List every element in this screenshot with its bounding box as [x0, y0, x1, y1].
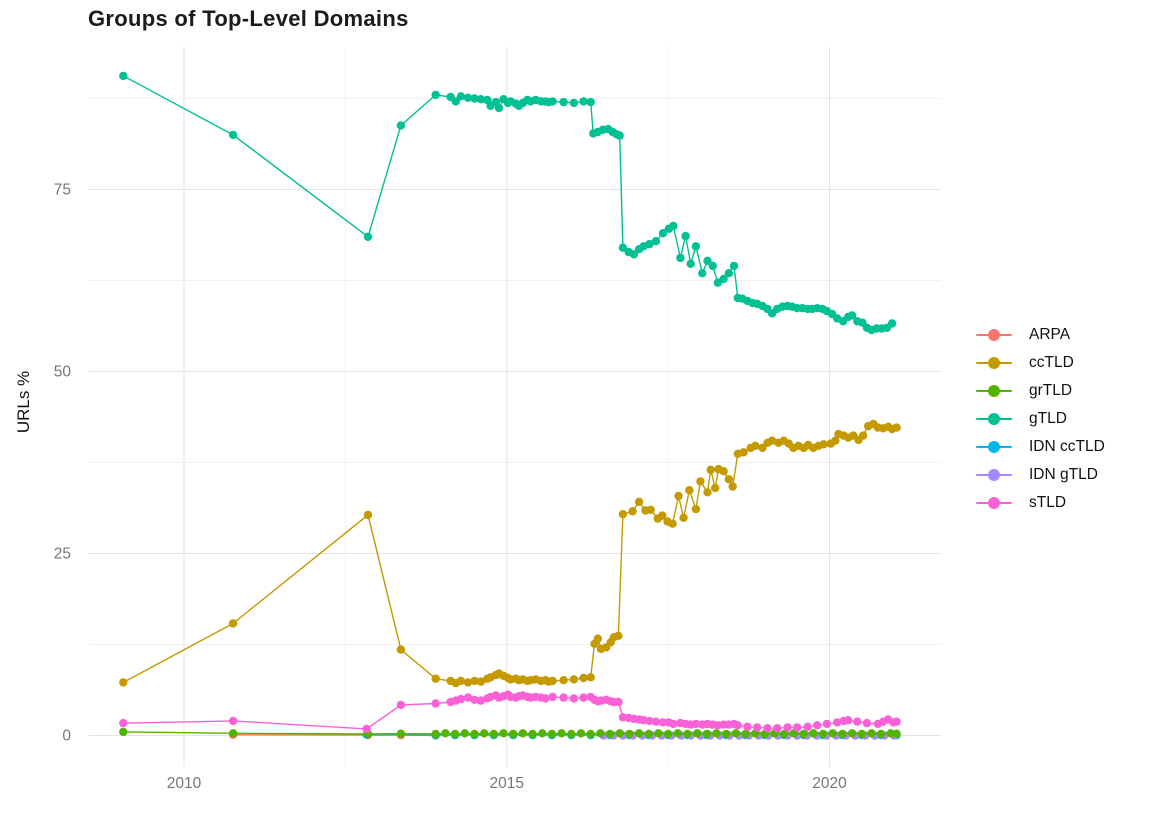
y-axis-title: URLs %	[14, 370, 33, 434]
legend-key-icon	[976, 468, 1012, 482]
legend-item-idn-cctld: IDN ccTLD	[976, 433, 1105, 461]
legend-item-grtld: grTLD	[976, 377, 1105, 405]
legend-label: grTLD	[1029, 382, 1073, 399]
y-tick-label: 50	[54, 364, 72, 381]
legend-key-icon	[976, 384, 1012, 398]
legend-item-stld: sTLD	[976, 489, 1105, 517]
legend-label: IDN ccTLD	[1029, 438, 1105, 455]
series-gtld	[119, 71, 897, 335]
legend-item-arpa: ARPA	[976, 321, 1105, 349]
series-stld	[119, 690, 901, 734]
legend-item-gtld: gTLD	[976, 405, 1105, 433]
legend: ARPA ccTLD grTLD gTLD IDN ccTLD IDN gTLD sTLD	[976, 321, 1105, 517]
x-tick-labels: 2010 2015 2020	[167, 775, 847, 792]
legend-key-icon	[976, 440, 1012, 454]
legend-key-icon	[976, 412, 1012, 426]
series-cctld	[119, 419, 901, 688]
legend-key-icon	[976, 496, 1012, 510]
gridlines-minor	[89, 47, 941, 767]
legend-label: sTLD	[1029, 494, 1067, 511]
y-tick-label: 25	[54, 546, 71, 563]
legend-key-icon	[976, 328, 1012, 342]
y-tick-labels: 0 25 50 75	[54, 182, 72, 745]
legend-label: gTLD	[1029, 410, 1067, 427]
gridlines-major	[89, 47, 941, 767]
legend-label: ccTLD	[1029, 354, 1074, 371]
legend-label: IDN gTLD	[1029, 466, 1098, 483]
y-tick-label: 0	[62, 728, 71, 745]
legend-key-icon	[976, 356, 1012, 370]
x-tick-label: 2010	[167, 775, 202, 792]
series-grtld	[119, 727, 901, 739]
y-tick-label: 75	[54, 182, 71, 199]
x-tick-label: 2020	[812, 775, 847, 792]
legend-item-idn-gtld: IDN gTLD	[976, 461, 1105, 489]
x-tick-label: 2015	[490, 775, 524, 792]
chart-title: Groups of Top-Level Domains	[88, 6, 409, 31]
legend-label: ARPA	[1029, 326, 1071, 343]
legend-item-cctld: ccTLD	[976, 349, 1105, 377]
